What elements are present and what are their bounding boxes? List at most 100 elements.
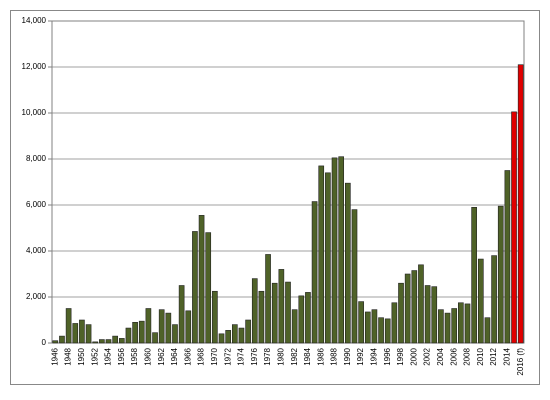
bar (238, 327, 245, 344)
bar (245, 319, 251, 344)
bar (511, 111, 517, 344)
bar (484, 317, 491, 344)
bar (491, 255, 497, 344)
bar (331, 157, 338, 344)
bar (391, 302, 398, 344)
y-tick-label: 6,000 (26, 200, 47, 209)
bar (318, 165, 325, 344)
bar (92, 341, 99, 344)
x-tick-label: 2000 (409, 347, 418, 365)
x-tick-label: 1992 (356, 347, 365, 365)
x-tick-label: 1980 (276, 347, 285, 365)
bar (72, 323, 79, 344)
x-tick-label: 2004 (436, 347, 445, 365)
bar (59, 335, 65, 344)
x-tick-label: 1960 (144, 347, 153, 365)
bar (231, 324, 238, 344)
x-tick-label: 1964 (170, 347, 179, 365)
bar (192, 231, 198, 344)
bar (112, 335, 118, 344)
x-tick-label: 1968 (197, 347, 206, 365)
bar (132, 321, 138, 344)
bar (278, 269, 285, 344)
y-tick-label: 14,000 (22, 16, 47, 25)
x-tick-label: 1976 (250, 347, 259, 365)
x-tick-label: 1956 (117, 347, 126, 365)
y-tick-label: 2,000 (26, 292, 47, 301)
x-tick-label: 1990 (343, 347, 352, 365)
bar (172, 324, 178, 344)
x-tick-label: 1982 (290, 347, 299, 365)
y-tick-label: 12,000 (22, 62, 47, 71)
bar (438, 309, 444, 344)
bar (52, 340, 59, 344)
bar (497, 205, 504, 344)
bar (285, 281, 291, 344)
bar (358, 301, 364, 344)
x-tick-label: 2008 (463, 347, 472, 365)
bar (212, 290, 218, 344)
bar (152, 332, 158, 344)
bar (464, 303, 471, 344)
bar (325, 172, 331, 344)
bar (444, 312, 451, 344)
bar (411, 270, 418, 344)
bar (404, 273, 411, 344)
bar (378, 317, 384, 344)
bar (145, 308, 152, 344)
bar (265, 254, 271, 344)
bar (311, 201, 318, 344)
bar (185, 310, 192, 344)
bar (79, 319, 85, 344)
x-tick-label: 1962 (157, 347, 166, 365)
bar (517, 64, 524, 344)
x-tick-label: 1996 (383, 347, 392, 365)
bar (345, 182, 351, 344)
y-tick-label: 10,000 (22, 108, 47, 117)
x-tick-label: 1952 (90, 347, 99, 365)
y-tick-label: 0 (42, 338, 47, 347)
x-tick-label: 1974 (237, 347, 246, 365)
bar (205, 232, 212, 344)
bar (158, 309, 165, 344)
x-tick-label: 1966 (183, 347, 192, 365)
x-tick-label: 1998 (396, 347, 405, 365)
x-tick-label: 1950 (77, 347, 86, 365)
bar (178, 285, 185, 344)
x-tick-label: 1994 (370, 347, 379, 365)
bar (431, 286, 438, 344)
bar (471, 207, 477, 344)
x-tick-label: 1972 (223, 347, 232, 365)
bar (165, 312, 172, 344)
x-tick-label: 1988 (330, 347, 339, 365)
bar (398, 282, 404, 344)
bar (384, 318, 391, 344)
bar (298, 295, 305, 344)
bar (198, 215, 205, 344)
bar (477, 258, 484, 344)
x-tick-label: 1958 (130, 347, 139, 365)
x-tick-label: 2010 (476, 347, 485, 365)
bar (305, 292, 311, 344)
bar (251, 278, 258, 344)
x-tick-label: 2002 (423, 347, 432, 365)
bar (118, 338, 125, 344)
y-tick-label: 4,000 (26, 246, 47, 255)
bar (105, 339, 112, 344)
bar (85, 324, 92, 344)
bar (424, 285, 431, 344)
y-tick-label: 8,000 (26, 154, 47, 163)
bar (291, 309, 298, 344)
x-tick-label: 1984 (303, 347, 312, 365)
bar (225, 330, 231, 344)
bar (99, 339, 105, 344)
bar (364, 311, 371, 344)
x-tick-label: 2006 (449, 347, 458, 365)
bar (218, 333, 225, 344)
bar (65, 308, 72, 344)
x-tick-label: 2016 (f) (516, 348, 525, 376)
x-tick-label: 1948 (64, 347, 73, 365)
bar (338, 156, 345, 344)
x-tick-label: 1986 (316, 347, 325, 365)
